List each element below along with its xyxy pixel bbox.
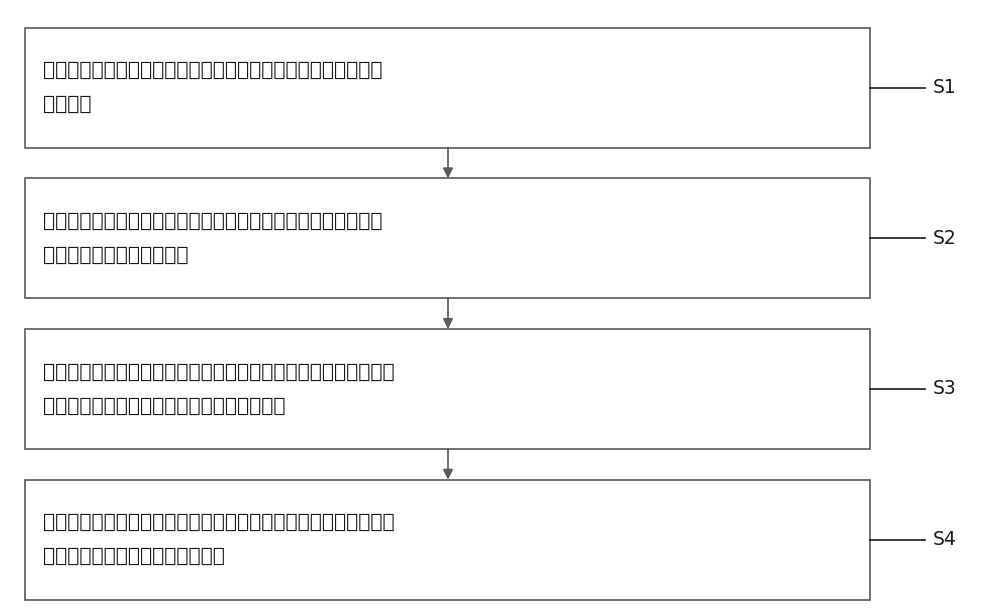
Bar (25, 178, 870, 298)
Text: 利用预先构建的缺陷标注模型对超声波检测图像进行焊缝区域自: 利用预先构建的缺陷标注模型对超声波检测图像进行焊缝区域自 (43, 212, 382, 231)
Text: 实现对待检测物体的焊缝缺陷识别: 实现对待检测物体的焊缝缺陷识别 (43, 547, 225, 566)
Text: 利用图像识别技术获取缺陷标注图像中焊缝图像的纹理特征数据，: 利用图像识别技术获取缺陷标注图像中焊缝图像的纹理特征数据， (43, 363, 395, 381)
Bar (25, 480, 870, 600)
Text: S1: S1 (933, 78, 957, 97)
Text: 检测图像: 检测图像 (43, 95, 92, 114)
Text: 利用超声波探测设备对待检测物体进行超声波成像，得到超声波: 利用超声波探测设备对待检测物体进行超声波成像，得到超声波 (43, 62, 382, 80)
Text: S4: S4 (933, 530, 957, 549)
Text: 并通过协同算法对纹理特征数据进行类别识别: 并通过协同算法对纹理特征数据进行类别识别 (43, 397, 286, 415)
Text: S2: S2 (933, 229, 957, 248)
Text: 动定位，得到缺陷标注图像: 动定位，得到缺陷标注图像 (43, 246, 188, 264)
Text: S3: S3 (933, 379, 957, 399)
Bar (25, 28, 870, 148)
Bar (25, 329, 870, 449)
Text: 将识别结果输出至前端界面，并利用制图软件自动描绘焊缝形状，: 将识别结果输出至前端界面，并利用制图软件自动描绘焊缝形状， (43, 514, 395, 532)
